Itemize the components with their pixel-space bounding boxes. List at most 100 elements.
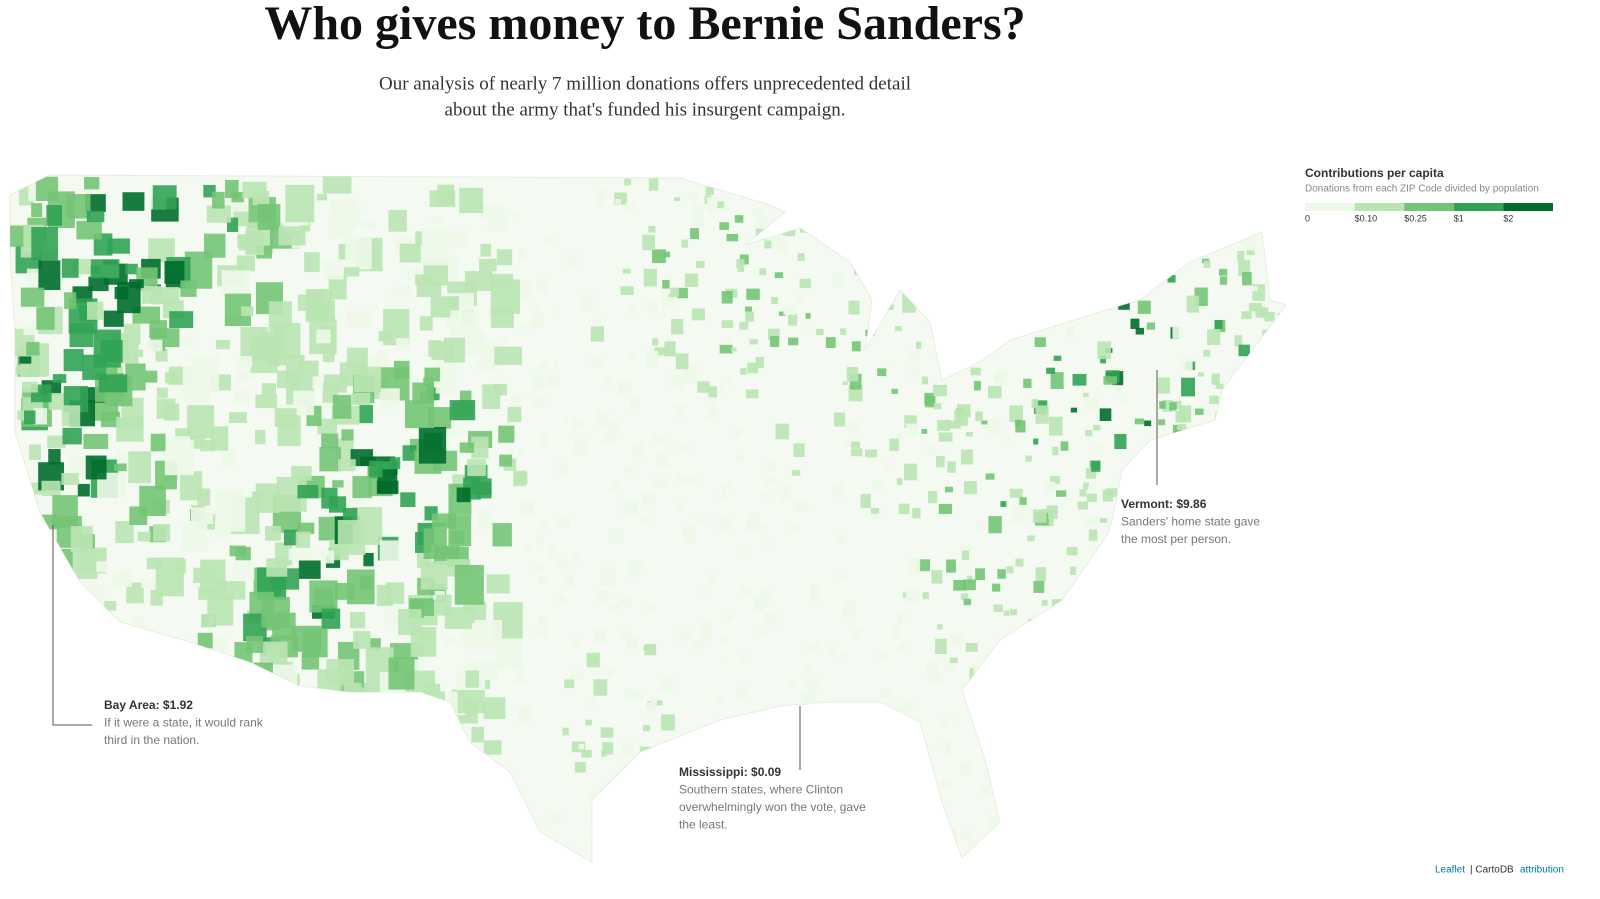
zip-area [382, 810, 394, 823]
zip-area [981, 420, 988, 425]
zip-area [116, 450, 131, 465]
zip-area [1274, 772, 1282, 779]
zip-area [289, 745, 304, 760]
zip-area [433, 727, 461, 756]
zip-area [464, 271, 493, 291]
zip-area [444, 818, 466, 844]
zip-area [1175, 861, 1185, 862]
zip-area [38, 260, 61, 291]
zip-area [677, 287, 688, 299]
zip-area [1088, 529, 1098, 541]
zip-area [222, 448, 237, 468]
zip-area [1103, 376, 1117, 385]
zip-area [1259, 780, 1266, 789]
zip-area [1107, 735, 1117, 746]
zip-area [340, 791, 352, 802]
zip-area [1085, 429, 1093, 437]
zip-area [345, 310, 372, 328]
zip-area [1110, 273, 1117, 280]
zip-area [498, 776, 512, 792]
zip-area [211, 786, 229, 799]
zip-area [360, 687, 380, 706]
zip-area [412, 643, 424, 657]
zip-area [867, 284, 879, 293]
zip-area [101, 411, 120, 428]
zip-area [236, 783, 249, 795]
zip-area [596, 411, 609, 427]
zip-area [690, 228, 699, 240]
zip-area [782, 226, 796, 237]
zip-area [816, 721, 823, 731]
zip-area [737, 267, 745, 272]
zip-area [1134, 739, 1140, 745]
zip-area [691, 204, 702, 212]
zip-area [1203, 260, 1211, 269]
zip-area [70, 826, 90, 841]
zip-area [381, 823, 410, 862]
zip-area [1134, 418, 1144, 425]
zip-area [944, 746, 952, 755]
zip-area [247, 861, 268, 862]
zip-area [1034, 859, 1042, 862]
zip-area [1068, 839, 1082, 854]
zip-area [929, 674, 943, 684]
zip-area [675, 353, 689, 370]
zip-area [96, 561, 109, 573]
zip-area [661, 714, 675, 731]
zip-area [1261, 445, 1269, 453]
zip-area [960, 830, 972, 840]
zip-area [734, 215, 744, 223]
zip-area [983, 191, 989, 198]
zip-area [748, 836, 760, 846]
attribution-link[interactable]: attribution [1520, 865, 1564, 876]
zip-area [947, 461, 956, 473]
attribution-link[interactable]: Leaflet [1435, 865, 1465, 876]
zip-area [477, 780, 506, 816]
zip-area [1006, 677, 1017, 690]
zip-area [420, 560, 448, 590]
zip-area [316, 194, 328, 201]
zip-area [1131, 287, 1141, 299]
zip-area [154, 850, 167, 862]
zip-area [355, 767, 378, 782]
zip-area [229, 412, 247, 424]
zip-area [825, 184, 833, 191]
zip-area [454, 564, 484, 605]
zip-area [663, 251, 671, 258]
zip-area [879, 216, 886, 225]
zip-area [345, 236, 372, 270]
zip-area [792, 206, 803, 218]
zip-area [642, 234, 655, 251]
zip-area [1135, 327, 1145, 335]
zip-area [17, 410, 29, 421]
zip-area [516, 448, 525, 455]
zip-area [1163, 633, 1173, 644]
zip-area [726, 378, 734, 387]
zip-area [35, 583, 57, 604]
zip-area [402, 445, 417, 461]
zip-area [810, 678, 820, 691]
zip-area [637, 850, 651, 862]
zip-area [316, 770, 330, 780]
zip-area [1115, 630, 1122, 639]
zip-area [770, 336, 780, 348]
zip-area [1015, 419, 1022, 426]
zip-area [1213, 657, 1226, 671]
annotation-text: the least. [679, 818, 728, 832]
zip-area [396, 338, 409, 352]
zip-area [1157, 258, 1171, 272]
zip-area [10, 859, 24, 862]
zip-area [353, 366, 382, 393]
zip-area [630, 396, 640, 409]
zip-area [1139, 260, 1149, 271]
zip-area [1239, 387, 1253, 398]
zip-area [871, 508, 880, 514]
zip-area [1176, 424, 1187, 434]
zip-area [279, 756, 300, 774]
zip-area [744, 306, 752, 313]
zip-area [1158, 419, 1166, 426]
zip-area [17, 675, 43, 704]
zip-area [524, 850, 535, 860]
zip-area [665, 287, 671, 295]
zip-area [564, 574, 575, 588]
